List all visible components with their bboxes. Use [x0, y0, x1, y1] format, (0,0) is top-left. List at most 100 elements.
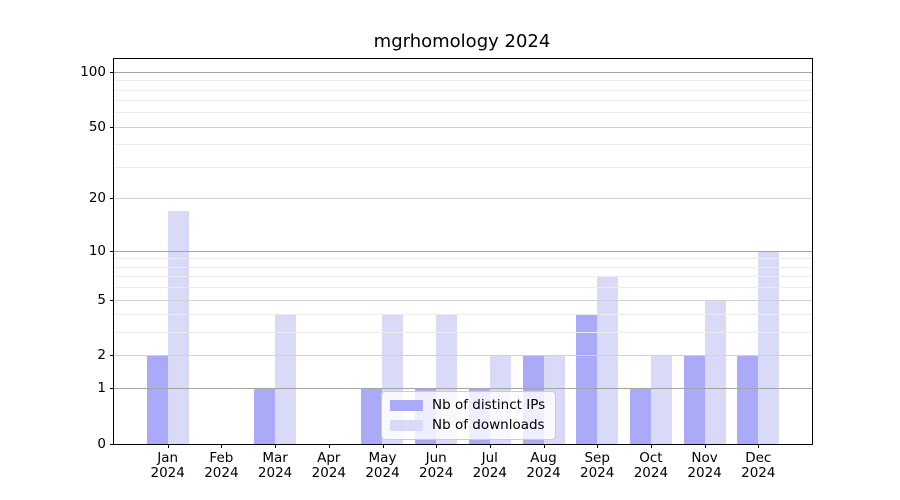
- x-tick-year: 2024: [365, 465, 400, 481]
- x-tick-mark-jul: [489, 444, 491, 448]
- y-gridline-70: [114, 100, 812, 102]
- y-tick-mark-5: [110, 299, 114, 301]
- y-tick-mark-20: [110, 198, 114, 200]
- x-tick-mark-may: [382, 444, 384, 448]
- x-tick-year: 2024: [633, 465, 669, 481]
- bar-distinct-ips-oct: [629, 388, 651, 444]
- x-tick-label-jan: Jan 2024: [151, 451, 185, 481]
- x-tick-month: Feb: [209, 450, 234, 466]
- y-tick-label-20: 20: [88, 190, 106, 207]
- legend-entry-distinct-ips: Nb of distinct IPs: [390, 397, 545, 414]
- x-tick-month: Aug: [530, 450, 557, 466]
- x-tick-year: 2024: [419, 465, 454, 481]
- y-gridline-50: [114, 126, 812, 128]
- y-gridline-7: [114, 276, 812, 278]
- y-gridline-1: [114, 388, 812, 390]
- x-tick-label-mar: Mar 2024: [258, 451, 292, 481]
- bar-distinct-ips-mar: [254, 388, 276, 444]
- y-gridline-2: [114, 355, 812, 357]
- y-gridline-80: [114, 89, 812, 91]
- x-tick-mark-feb: [221, 444, 223, 448]
- x-tick-month: Apr: [317, 450, 341, 466]
- bar-downloads-jan: [167, 210, 189, 444]
- bar-downloads-dec: [758, 250, 780, 444]
- y-tick-mark-100: [110, 71, 114, 73]
- legend-swatch-distinct-ips: [390, 400, 423, 411]
- x-tick-month: Jul: [481, 450, 498, 466]
- x-tick-label-dec: Dec 2024: [741, 451, 775, 481]
- x-tick-mark-oct: [650, 444, 652, 448]
- bar-distinct-ips-may: [361, 388, 383, 444]
- y-tick-label-5: 5: [97, 291, 106, 308]
- y-tick-mark-0: [110, 444, 114, 445]
- y-tick-label-0: 0: [97, 436, 106, 452]
- y-tick-mark-2: [110, 355, 114, 357]
- x-tick-year: 2024: [472, 465, 507, 481]
- x-tick-label-apr: Apr 2024: [312, 451, 346, 481]
- x-tick-label-nov: Nov 2024: [687, 451, 721, 481]
- y-tick-label-10: 10: [88, 242, 106, 259]
- x-tick-mark-aug: [543, 444, 545, 448]
- y-tick-mark-50: [110, 126, 114, 128]
- y-tick-mark-10: [110, 250, 114, 252]
- x-tick-year: 2024: [311, 465, 346, 481]
- x-tick-label-sep: Sep 2024: [580, 451, 614, 481]
- x-tick-mark-nov: [704, 444, 706, 448]
- x-tick-year: 2024: [204, 465, 239, 481]
- legend-label-downloads: Nb of downloads: [432, 417, 545, 433]
- x-tick-label-aug: Aug 2024: [526, 451, 560, 481]
- x-tick-mark-sep: [597, 444, 599, 448]
- y-gridline-4: [114, 314, 812, 316]
- legend: Nb of distinct IPs Nb of downloads: [381, 391, 557, 440]
- bar-downloads-mar: [275, 314, 297, 444]
- bar-distinct-ips-jan: [146, 355, 168, 444]
- y-gridline-10: [114, 250, 812, 252]
- x-tick-mark-mar: [275, 444, 277, 448]
- y-gridline-5: [114, 299, 812, 301]
- bar-downloads-sep: [597, 276, 619, 444]
- plot-area: 0 1 2 5 10 20 50 100 Jan 2024 Feb 2024 Mar 2024 Apr 202…: [80, 58, 813, 481]
- y-tick-label-1: 1: [97, 380, 106, 397]
- x-tick-mark-jan: [167, 444, 169, 448]
- x-tick-month: Nov: [691, 450, 718, 466]
- y-gridline-100: [114, 71, 812, 73]
- y-gridline-40: [114, 144, 812, 146]
- x-tick-month: Jun: [425, 450, 447, 466]
- y-tick-mark-1: [110, 388, 114, 390]
- bar-distinct-ips-dec: [737, 355, 759, 444]
- bar-downloads-nov: [704, 299, 726, 444]
- y-gridline-8: [114, 266, 812, 268]
- x-tick-year: 2024: [257, 465, 293, 481]
- x-tick-year: 2024: [741, 465, 776, 481]
- y-gridline-20: [114, 198, 812, 200]
- bar-downloads-oct: [650, 355, 672, 444]
- x-tick-label-oct: Oct 2024: [634, 451, 668, 481]
- y-gridline-60: [114, 112, 812, 114]
- x-tick-year: 2024: [687, 465, 722, 481]
- y-tick-label-2: 2: [97, 347, 106, 364]
- x-tick-month: Oct: [639, 450, 663, 466]
- x-tick-mark-dec: [758, 444, 760, 448]
- legend-entry-downloads: Nb of downloads: [390, 417, 545, 434]
- bar-distinct-ips-nov: [683, 355, 705, 444]
- y-gridline-90: [114, 80, 812, 82]
- x-tick-month: Dec: [745, 450, 772, 466]
- y-tick-label-50: 50: [88, 118, 106, 135]
- x-tick-month: May: [368, 450, 397, 466]
- y-gridline-9: [114, 258, 812, 260]
- legend-label-distinct-ips: Nb of distinct IPs: [432, 397, 546, 413]
- y-gridline-6: [114, 287, 812, 288]
- x-tick-year: 2024: [150, 465, 185, 481]
- x-tick-mark-apr: [328, 444, 330, 448]
- x-tick-year: 2024: [580, 465, 615, 481]
- grid-layer: [114, 59, 812, 444]
- chart-title: mgrhomology 2024: [373, 31, 551, 52]
- x-tick-year: 2024: [526, 465, 561, 481]
- x-tick-month: Sep: [584, 450, 610, 466]
- axis-layer: 0 1 2 5 10 20 50 100 Jan 2024 Feb 2024 Mar 2024 Apr 202…: [80, 59, 812, 481]
- x-tick-mark-jun: [436, 444, 438, 448]
- x-tick-label-may: May 2024: [365, 451, 399, 481]
- x-tick-month: Jan: [157, 450, 179, 466]
- y-gridline-3: [114, 332, 812, 334]
